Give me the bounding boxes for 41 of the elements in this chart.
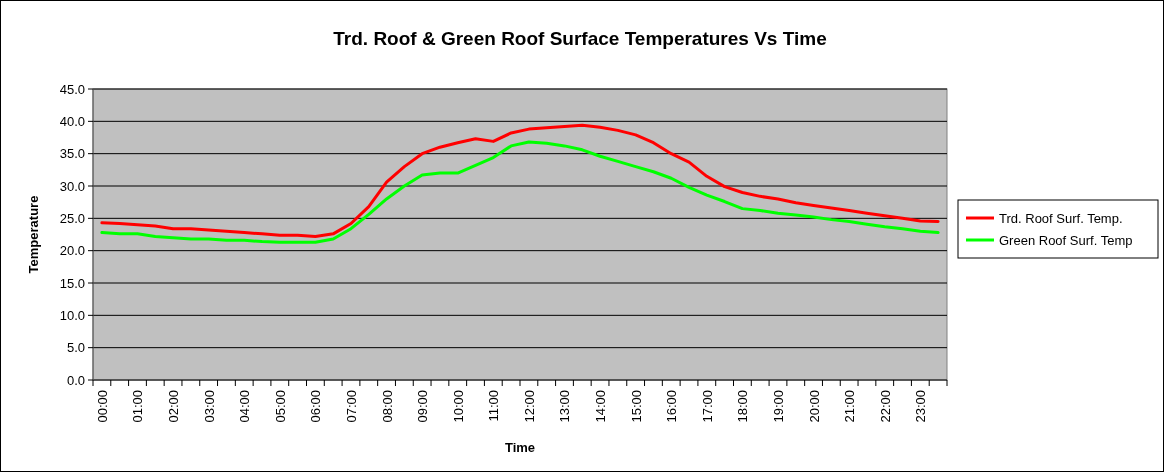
- y-tick-label: 10.0: [59, 307, 85, 323]
- x-tick-label: 00:00: [94, 390, 110, 423]
- x-tick-label: 22:00: [877, 390, 893, 423]
- x-axis-title: Time: [504, 440, 536, 455]
- x-tick-label: 03:00: [201, 390, 217, 423]
- y-tick-label: 25.0: [59, 210, 85, 226]
- chart-title: Trd. Roof & Green Roof Surface Temperatures Vs Time: [333, 28, 827, 49]
- y-tick-label: 30.0: [59, 178, 85, 194]
- x-tick-label: 10:00: [450, 390, 466, 423]
- y-tick-label: 40.0: [59, 113, 85, 129]
- x-tick-label: 02:00: [166, 390, 182, 423]
- x-tick-label: 15:00: [628, 390, 644, 423]
- legend-label: Green Roof Surf. Temp: [999, 232, 1133, 248]
- x-tick-label: 20:00: [806, 390, 822, 423]
- x-tick-label: 23:00: [913, 390, 929, 423]
- y-tick-label: 45.0: [59, 81, 85, 97]
- x-tick-label: 06:00: [308, 390, 324, 423]
- y-tick-label: 35.0: [59, 146, 85, 162]
- x-tick-label: 01:00: [130, 390, 146, 423]
- x-tick-label: 18:00: [735, 390, 751, 423]
- x-tick-label: 04:00: [237, 390, 253, 423]
- x-tick-label: 12:00: [521, 390, 537, 423]
- x-tick-label: 07:00: [343, 390, 359, 423]
- x-tick-label: 21:00: [842, 390, 858, 423]
- line-series: [100, 140, 940, 244]
- y-tick-label: 20.0: [59, 243, 85, 259]
- x-tick-label: 08:00: [379, 390, 395, 423]
- x-tick-label: 16:00: [664, 390, 680, 423]
- line-series: [100, 123, 940, 238]
- x-tick-label: 13:00: [557, 390, 573, 423]
- y-tick-label: 5.0: [66, 340, 85, 356]
- y-axis-title: Temperature: [26, 195, 41, 274]
- legend-label: Trd. Roof Surf. Temp.: [999, 210, 1123, 226]
- y-tick-label: 0.0: [66, 372, 85, 388]
- x-tick-label: 05:00: [272, 390, 288, 423]
- x-tick-label: 14:00: [593, 390, 609, 423]
- x-tick-label: 11:00: [486, 390, 502, 422]
- x-tick-label: 17:00: [699, 390, 715, 423]
- y-tick-label: 15.0: [59, 275, 85, 291]
- x-tick-label: 19:00: [770, 390, 786, 423]
- x-tick-label: 09:00: [415, 390, 431, 423]
